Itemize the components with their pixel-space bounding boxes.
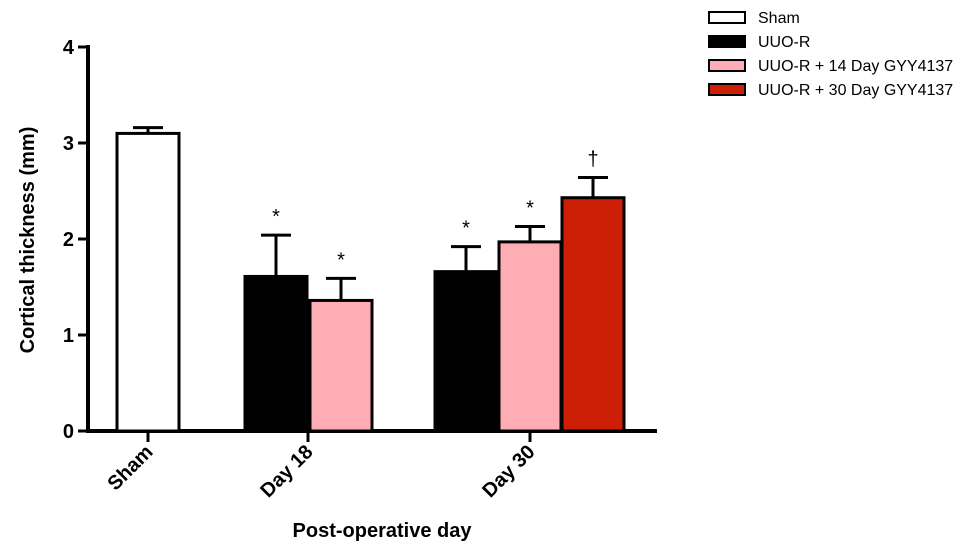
y-tick-label: 2 — [63, 229, 74, 251]
bar — [497, 240, 563, 433]
significance-marker: * — [526, 198, 534, 220]
x-tick-label: Day 30 — [478, 441, 539, 502]
legend-swatch — [708, 11, 746, 24]
legend-label: UUO-R + 14 Day GYY4137 — [758, 58, 953, 75]
x-axis-title: Post-operative day — [293, 520, 473, 542]
legend-label: UUO-R — [758, 34, 810, 51]
legend-label: Sham — [758, 10, 800, 27]
bar — [243, 274, 309, 433]
y-tick-label: 3 — [63, 133, 74, 155]
y-axis-title: Cortical thickness (mm) — [17, 127, 39, 354]
significance-marker: † — [587, 149, 598, 171]
chart-legend: Sham UUO-R UUO-R + 14 Day GYY4137 UUO-R + 3… — [708, 10, 953, 99]
bar — [560, 196, 626, 433]
x-tick-label: Day 18 — [256, 441, 317, 502]
y-tick-label: 0 — [63, 421, 74, 443]
significance-marker: * — [462, 218, 470, 240]
legend-swatch — [708, 59, 746, 72]
x-tick-label: Sham — [103, 441, 157, 495]
legend-swatch — [708, 35, 746, 48]
significance-marker: * — [272, 206, 280, 228]
significance-marker: * — [337, 249, 345, 271]
bar — [433, 270, 499, 433]
bar — [115, 131, 181, 433]
chart-bars: * * * * † — [115, 126, 626, 433]
bar — [308, 298, 374, 433]
y-tick-label: 4 — [63, 37, 75, 59]
y-tick-label: 1 — [63, 325, 74, 347]
legend-swatch — [708, 83, 746, 96]
legend-label: UUO-R + 30 Day GYY4137 — [758, 82, 953, 99]
